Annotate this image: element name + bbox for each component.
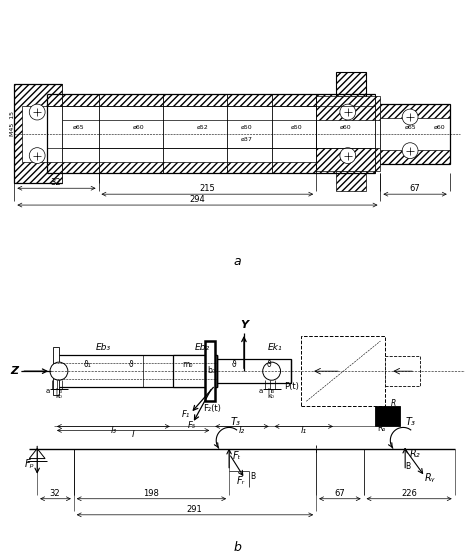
Text: ø60: ø60 <box>132 125 144 130</box>
Bar <box>54 355 217 387</box>
Bar <box>53 347 59 395</box>
Text: Eb₂: Eb₂ <box>195 343 210 352</box>
Text: F₁: F₁ <box>182 411 190 419</box>
Text: 215: 215 <box>200 184 215 193</box>
Bar <box>14 84 62 183</box>
Text: 226: 226 <box>401 488 417 498</box>
Text: a: a <box>259 388 263 394</box>
Circle shape <box>340 148 356 164</box>
Text: ϑ: ϑ <box>128 360 133 369</box>
Text: a: a <box>233 256 241 268</box>
Bar <box>316 96 381 172</box>
Text: m₀: m₀ <box>182 360 193 369</box>
Bar <box>205 341 215 401</box>
Circle shape <box>263 362 281 380</box>
Text: ø52: ø52 <box>197 125 208 130</box>
Text: a: a <box>46 388 50 394</box>
Text: P(t): P(t) <box>284 382 300 391</box>
Circle shape <box>340 104 356 120</box>
Text: Rₒ: Rₒ <box>377 424 386 433</box>
Text: Fₜ: Fₜ <box>233 451 242 461</box>
Text: F₅: F₅ <box>188 422 196 431</box>
Text: ø50: ø50 <box>291 125 302 130</box>
Bar <box>316 120 381 148</box>
Text: k₀: k₀ <box>55 393 62 399</box>
Text: Z: Z <box>10 366 18 376</box>
Text: h₀: h₀ <box>268 388 275 394</box>
Text: b: b <box>233 541 241 554</box>
Bar <box>217 359 292 383</box>
Bar <box>336 172 365 191</box>
Text: l₃: l₃ <box>110 427 117 436</box>
Text: M45  15: M45 15 <box>10 111 15 136</box>
Text: T₃: T₃ <box>405 417 415 427</box>
Text: 32: 32 <box>50 488 60 498</box>
Text: h₀: h₀ <box>55 388 62 394</box>
Text: ø65: ø65 <box>73 125 84 130</box>
Text: k₀: k₀ <box>268 393 274 399</box>
Text: ϑ₁: ϑ₁ <box>84 360 91 369</box>
Text: ø50: ø50 <box>241 125 253 130</box>
Circle shape <box>50 362 68 380</box>
Text: 294: 294 <box>190 195 205 204</box>
Text: l: l <box>132 431 135 439</box>
Text: ø60: ø60 <box>340 125 352 130</box>
Bar <box>381 104 450 164</box>
Circle shape <box>29 148 45 164</box>
Bar <box>22 106 62 162</box>
Text: ϑ: ϑ <box>232 360 237 369</box>
Text: 67: 67 <box>410 184 420 193</box>
Text: R: R <box>390 399 396 408</box>
Bar <box>47 162 375 173</box>
Circle shape <box>402 143 418 159</box>
Text: Ek₁: Ek₁ <box>267 343 282 352</box>
Text: ø60: ø60 <box>434 125 446 130</box>
Text: l₂: l₂ <box>239 427 245 436</box>
Text: ø37: ø37 <box>241 137 253 141</box>
Polygon shape <box>29 448 45 458</box>
Text: Eb₃: Eb₃ <box>96 343 111 352</box>
Text: 198: 198 <box>143 488 159 498</box>
Text: Fᵣ: Fᵣ <box>237 476 245 486</box>
Text: 32: 32 <box>51 178 61 187</box>
Bar <box>381 118 450 150</box>
Bar <box>336 71 365 96</box>
Text: B: B <box>405 462 410 471</box>
Text: F₂(t): F₂(t) <box>203 404 221 413</box>
Text: Rᵧ: Rᵧ <box>425 473 435 483</box>
Bar <box>375 407 400 427</box>
Bar <box>173 355 217 387</box>
Text: Y: Y <box>240 320 248 330</box>
Text: T₃: T₃ <box>231 417 241 427</box>
Text: ø65: ø65 <box>404 125 416 130</box>
Text: R₂: R₂ <box>410 448 421 458</box>
Bar <box>301 336 385 407</box>
Text: B: B <box>250 472 255 481</box>
Circle shape <box>402 109 418 125</box>
Bar <box>47 94 375 106</box>
Text: b₀: b₀ <box>207 366 215 375</box>
Text: 291: 291 <box>187 505 202 514</box>
Text: Fₚ: Fₚ <box>24 458 34 468</box>
Bar <box>385 356 420 386</box>
Text: 67: 67 <box>335 488 345 498</box>
Text: ϑ: ϑ <box>267 360 272 369</box>
Circle shape <box>29 104 45 120</box>
Text: l₁: l₁ <box>300 427 306 436</box>
Bar <box>47 120 375 148</box>
